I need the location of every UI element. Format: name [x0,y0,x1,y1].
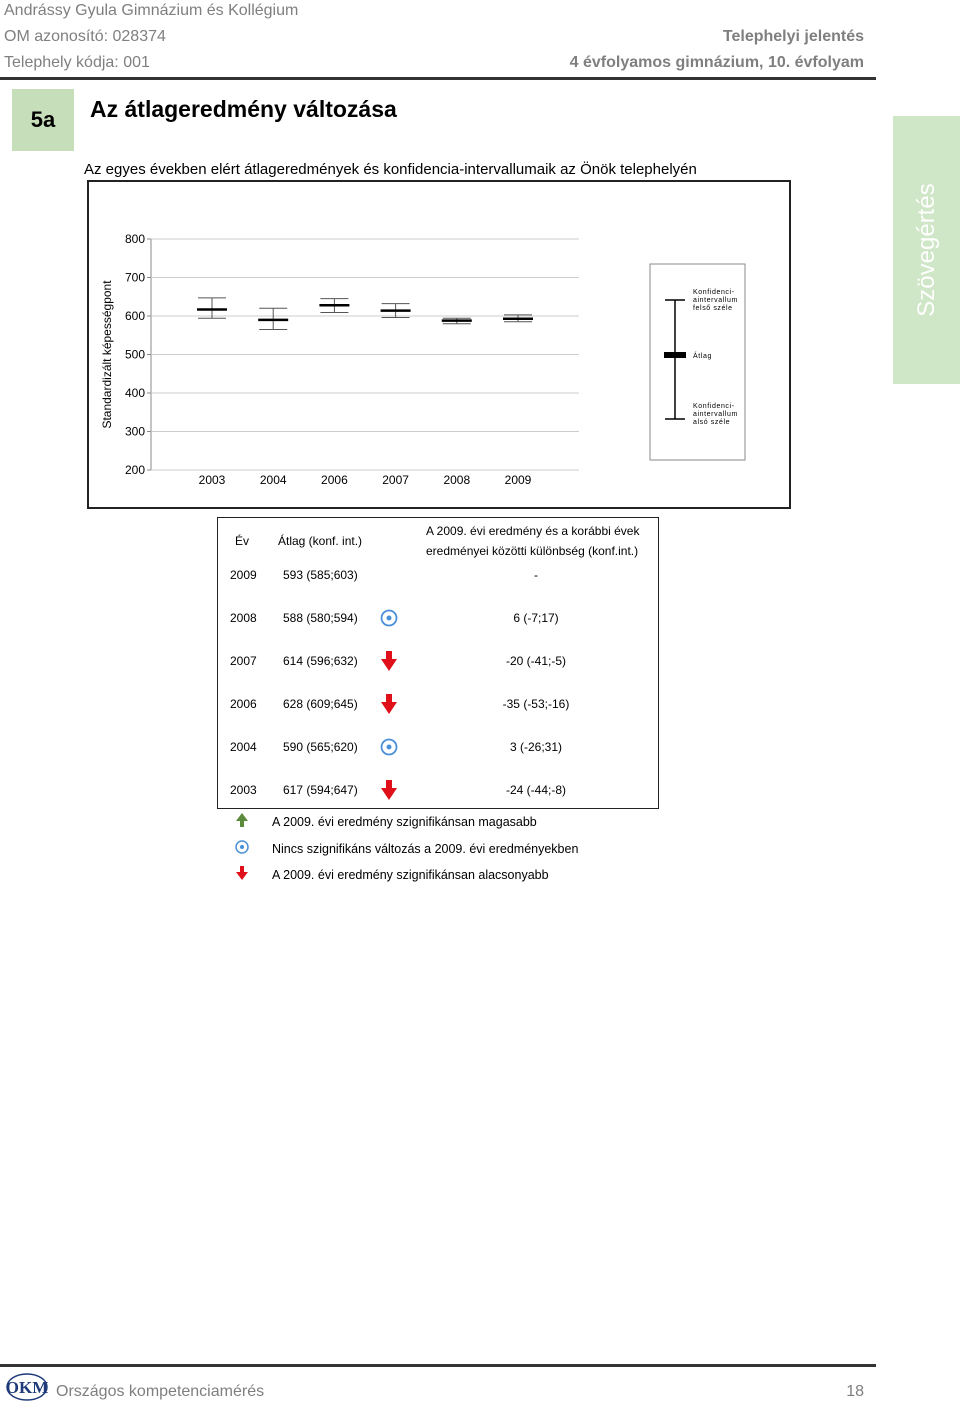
grade-label: 4 évfolyamos gimnázium, 10. évfolyam [569,54,864,71]
footer-rule [0,1364,876,1367]
table-row: 2003 617 (594;647) -24 (-44;-8) [218,780,658,803]
row-diff: - [534,568,538,582]
page-number: 18 [846,1383,864,1400]
key-mean-mark [664,352,686,358]
down-arrow-icon [380,693,398,718]
chart-frame: 200 300 400 500 600 700 800 Standardizált képes… [87,180,791,509]
table-row: 2009 593 (585;603) - [218,568,658,588]
up-arrow-icon [236,813,248,827]
y-tick-label: 400 [125,386,145,400]
table-row: 2008 588 (580;594) 6 (-7;17) [218,609,658,631]
om-id: OM azonosító: 028374 [4,28,166,45]
row-year: 2008 [230,611,257,625]
down-arrow-icon [380,650,398,675]
y-tick-label: 500 [125,348,145,362]
section-subtitle: Az egyes években elért átlageredmények é… [84,161,697,178]
key-mean-label: Átlag [693,351,712,360]
key-lower-label: aintervallum [693,411,738,418]
row-diff: -24 (-44;-8) [505,783,567,797]
key-lower-label: Konfidenci- [693,403,735,410]
down-arrow-icon [236,866,248,880]
legend-same: Nincs szignifikáns változás a 2009. évi … [272,842,579,856]
row-mean: 617 (594;647) [283,783,358,797]
header-diff-line1: A 2009. évi eredmény és a korábbi évek [426,524,640,538]
row-diff: 6 (-7;17) [513,611,559,625]
x-tick-label: 2004 [260,473,287,487]
section-title: Az átlageredmény változása [90,96,397,122]
side-tab-label: Szövegértés [912,183,940,317]
row-diff: -35 (-53;-16) [502,697,570,711]
row-year: 2006 [230,697,257,711]
row-diff: -20 (-41;-5) [505,654,567,668]
header-year: Év [235,534,250,548]
side-tab[interactable]: Szövegértés [893,116,960,384]
key-lower-label: alsó széle [693,419,730,426]
row-mean: 588 (580;594) [283,611,358,625]
x-tick-label: 2009 [505,473,532,487]
row-diff: 3 (-26;31) [509,740,563,754]
svg-text:OKM: OKM [6,1378,49,1397]
y-axis-label: Standardizált képességpont [100,280,114,429]
row-mean: 590 (565;620) [283,740,358,754]
header-diff-line2: eredményei közötti különbség (konf.int.) [426,544,639,558]
row-year: 2007 [230,654,257,668]
y-tick-label: 200 [125,463,145,477]
y-tick-label: 600 [125,309,145,323]
footer-title: Országos kompetenciamérés [56,1383,265,1400]
chart-key-box [649,263,746,461]
table-row: 2007 614 (596;632) -20 (-41;-5) [218,651,658,674]
row-mean: 593 (585;603) [283,568,358,582]
section-number: 5a [12,89,74,151]
table-row: 2006 628 (609;645) -35 (-53;-16) [218,694,658,717]
key-upper-label: felső széle [693,305,733,312]
header-mean: Átlag (konf. int.) [278,534,363,548]
key-upper-label: Konfidenci- [693,289,735,296]
x-tick-label: 2008 [443,473,470,487]
okm-logo: OKM [6,1373,49,1401]
x-tick-label: 2003 [199,473,226,487]
row-mean: 628 (609;645) [283,697,358,711]
row-year: 2003 [230,783,257,797]
no-change-icon [235,840,249,854]
school-name: Andrássy Gyula Gimnázium és Kollégium [4,2,299,19]
legend-down: A 2009. évi eredmény szignifikánsan alac… [272,868,549,882]
key-upper-label: aintervallum [693,297,738,304]
no-change-icon [380,738,398,759]
y-tick-label: 300 [125,425,145,439]
table-row: 2004 590 (565;620) 3 (-26;31) [218,738,658,760]
no-change-icon [380,609,398,630]
row-year: 2004 [230,740,257,754]
errorbar-chart: 200 300 400 500 600 700 800 Standardizált képes… [100,232,746,487]
row-year: 2009 [230,568,257,582]
x-tick-label: 2006 [321,473,348,487]
header-rule [0,77,876,80]
site-code: Telephely kódja: 001 [4,54,150,71]
legend-up: A 2009. évi eredmény szignifikánsan maga… [272,815,537,829]
results-table: Év Átlag (konf. int.) A 2009. évi eredmé… [217,517,659,809]
report-type: Telephelyi jelentés [722,28,864,45]
down-arrow-icon [380,779,398,804]
x-tick-label: 2007 [382,473,409,487]
y-tick-label: 800 [125,232,145,246]
row-mean: 614 (596;632) [283,654,358,668]
y-tick-label: 700 [125,271,145,285]
